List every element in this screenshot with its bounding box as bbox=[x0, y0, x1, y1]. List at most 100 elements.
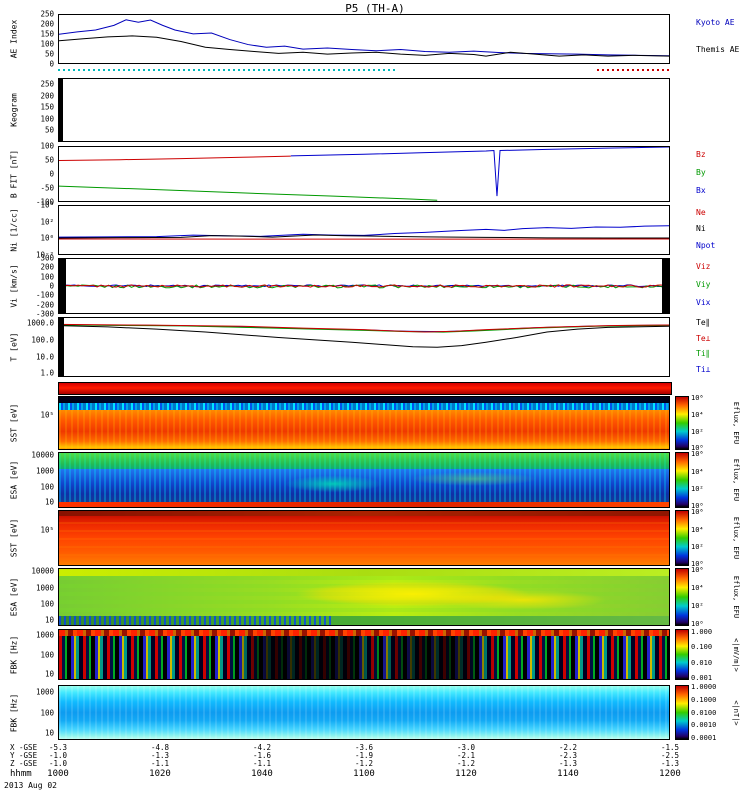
time-axis: X -GSE -5.3 -4.8 -4.2 -3.6 -3.0 -2.2 -1.5 Y -GSE… bbox=[0, 743, 750, 800]
colorbar-tick-label: 10⁶ bbox=[691, 566, 704, 575]
page-title: P5 (TH-A) bbox=[345, 2, 405, 15]
colorbar-unit-label: Eflux, EFU bbox=[732, 516, 740, 560]
colorbar-tick-label: 10⁰ bbox=[691, 501, 704, 510]
colorbar bbox=[675, 510, 689, 566]
colorbar-unit-label: Eflux, EFU bbox=[732, 575, 740, 619]
line-chart bbox=[59, 206, 669, 254]
line-chart bbox=[59, 259, 669, 313]
y-axis-title: Keogram bbox=[9, 93, 19, 127]
colorbar bbox=[675, 685, 689, 740]
data-gap-bar bbox=[59, 318, 64, 376]
colorbar-tick-label: 1.0000 bbox=[691, 683, 717, 692]
y-tick-label: 100 bbox=[40, 114, 54, 124]
series-label: Themis AE bbox=[696, 45, 740, 54]
axis-row-label: hhmm bbox=[10, 769, 32, 779]
y-tick-label: 100.0 bbox=[31, 335, 54, 345]
y-tick-label: 10⁵ bbox=[40, 525, 54, 535]
series-line-Themis AE bbox=[59, 36, 669, 56]
y-axis-title: Ni [1/cc] bbox=[9, 208, 19, 252]
axis-value-row: 1000 1020 1040 1100 1120 1140 1200 bbox=[47, 769, 681, 779]
y-axis-tick-labels: 10⁵ bbox=[22, 510, 56, 566]
y-axis-title: ESA [eV] bbox=[9, 460, 19, 500]
panel-esa-electron-spectrogram: ESA [eV] 10000 1000 100 10 10⁶ 10⁴ 10² 10⁰ Efl… bbox=[10, 566, 741, 627]
colorbar bbox=[675, 568, 689, 626]
axis-value: -1.3 bbox=[150, 751, 170, 760]
y-tick-label: 10 bbox=[44, 669, 54, 679]
colorbar-tick-label: 0.001 bbox=[691, 673, 713, 682]
series-line-Bz bbox=[59, 156, 291, 160]
series-line-By bbox=[291, 147, 669, 196]
y-axis-tick-labels: 10000 1000 100 10 bbox=[22, 450, 56, 508]
series-label: Te∥ bbox=[696, 318, 710, 328]
data-gap-bar bbox=[59, 259, 66, 313]
panel-fbk-efield: FBK [Hz] 1000 100 10 1.000 0.100 0.010 0.001 … bbox=[10, 628, 741, 682]
y-tick-label: 50 bbox=[44, 155, 54, 165]
panel-b-fit: B FIT [nT] 100 50 0 -50 -100 Bz By Bx bbox=[10, 142, 706, 207]
axis-value: 1140 bbox=[557, 769, 579, 779]
colorbar-tick-label: 10² bbox=[691, 602, 704, 611]
panel-velocity: Vi [km/s] 300 200 100 0 -100 -200 -300 Viz Viy V… bbox=[10, 254, 711, 319]
series-label: Ti⊥ bbox=[696, 365, 711, 374]
y-axis-tick-labels: 1000.0 100.0 10.0 1.0 bbox=[22, 317, 56, 378]
y-tick-label: 10.0 bbox=[35, 352, 54, 362]
series-legend: Te∥ Te⊥ Ti∥ Ti⊥ bbox=[696, 317, 750, 377]
spectrogram-band bbox=[59, 569, 669, 576]
colorbar-tick-label: 10⁶ bbox=[691, 508, 704, 517]
series-line-Ni bbox=[59, 235, 669, 238]
y-tick-label: 1000 bbox=[35, 466, 54, 476]
y-axis-tick-labels: 10000 1000 100 10 bbox=[22, 567, 56, 626]
colorbar bbox=[675, 452, 689, 508]
y-axis-title: SST [eV] bbox=[9, 518, 19, 558]
colorbar-tick-labels: 1.0000 0.1000 0.0100 0.0010 0.0001 bbox=[691, 683, 727, 742]
y-tick-label: 10 bbox=[44, 615, 54, 625]
y-tick-label: 1000 bbox=[35, 687, 54, 697]
axis-value: 1000 bbox=[47, 769, 69, 779]
spectrogram-band bbox=[59, 403, 669, 410]
y-tick-label: 10 bbox=[44, 497, 54, 507]
spectrogram-band bbox=[59, 576, 669, 616]
colorbar-tick-label: 10⁶ bbox=[691, 450, 704, 459]
axis-value: 1040 bbox=[251, 769, 273, 779]
line-chart bbox=[59, 318, 669, 376]
spectrogram-band bbox=[59, 616, 669, 625]
y-tick-label: 1000 bbox=[35, 630, 54, 640]
colorbar bbox=[675, 629, 689, 680]
spectrogram bbox=[58, 452, 670, 508]
panel-sst-ion-spectrogram: SST [eV] 10⁵ 10⁶ 10⁴ 10² 10⁰ Eflux, EFU bbox=[10, 394, 741, 452]
y-tick-label: -100 bbox=[35, 197, 54, 207]
axis-value: -1.5 bbox=[660, 743, 680, 752]
spectrogram-band bbox=[59, 511, 669, 516]
colorbar-tick-label: 10⁶ bbox=[691, 394, 704, 403]
series-line-Te∥ bbox=[59, 326, 669, 348]
axis-value: -2.2 bbox=[558, 743, 578, 752]
spectrogram-band bbox=[59, 636, 669, 679]
quality-dots-cyan bbox=[58, 69, 395, 71]
axis-value: -1.2 bbox=[354, 759, 374, 768]
plot-area bbox=[58, 78, 670, 142]
series-label: Kyoto AE bbox=[696, 18, 735, 27]
line-chart bbox=[59, 15, 669, 63]
y-axis-title: ESA [eV] bbox=[9, 577, 19, 617]
y-tick-label: 10000 bbox=[31, 450, 54, 460]
y-axis-tick-labels: 100 50 0 -50 -100 bbox=[22, 142, 56, 207]
colorbar-tick-label: 10⁰ bbox=[691, 619, 704, 628]
spectrogram-band bbox=[59, 516, 669, 565]
y-tick-label: 10⁻² bbox=[35, 250, 54, 260]
data-gap-bar bbox=[662, 259, 669, 313]
axis-value: -1.1 bbox=[252, 759, 272, 768]
y-tick-label: -100 bbox=[35, 290, 54, 300]
y-tick-label: 300 bbox=[40, 253, 54, 263]
y-axis-tick-labels: 250 200 150 100 50 bbox=[22, 78, 56, 142]
y-axis-tick-labels: 10⁴ 10² 10⁰ 10⁻² bbox=[22, 201, 56, 260]
plot-area bbox=[58, 258, 670, 314]
series-legend: Viz Viy Vix bbox=[696, 258, 750, 314]
colorbar-tick-label: 10² bbox=[691, 542, 704, 551]
y-axis-tick-labels: 250 200 150 100 50 0 bbox=[22, 10, 56, 69]
y-tick-label: 150 bbox=[40, 102, 54, 112]
colorbar-tick-label: 0.0001 bbox=[691, 733, 717, 742]
series-label: Bz bbox=[696, 150, 706, 160]
axis-value: -2.3 bbox=[558, 751, 578, 760]
y-axis-tick-labels: 1000 100 10 bbox=[22, 685, 56, 740]
y-tick-label: 10² bbox=[40, 217, 54, 226]
panel-esa-ion-spectrogram: ESA [eV] 10000 1000 100 10 10⁶ 10⁴ 10² 10⁰ Efl… bbox=[10, 450, 741, 510]
